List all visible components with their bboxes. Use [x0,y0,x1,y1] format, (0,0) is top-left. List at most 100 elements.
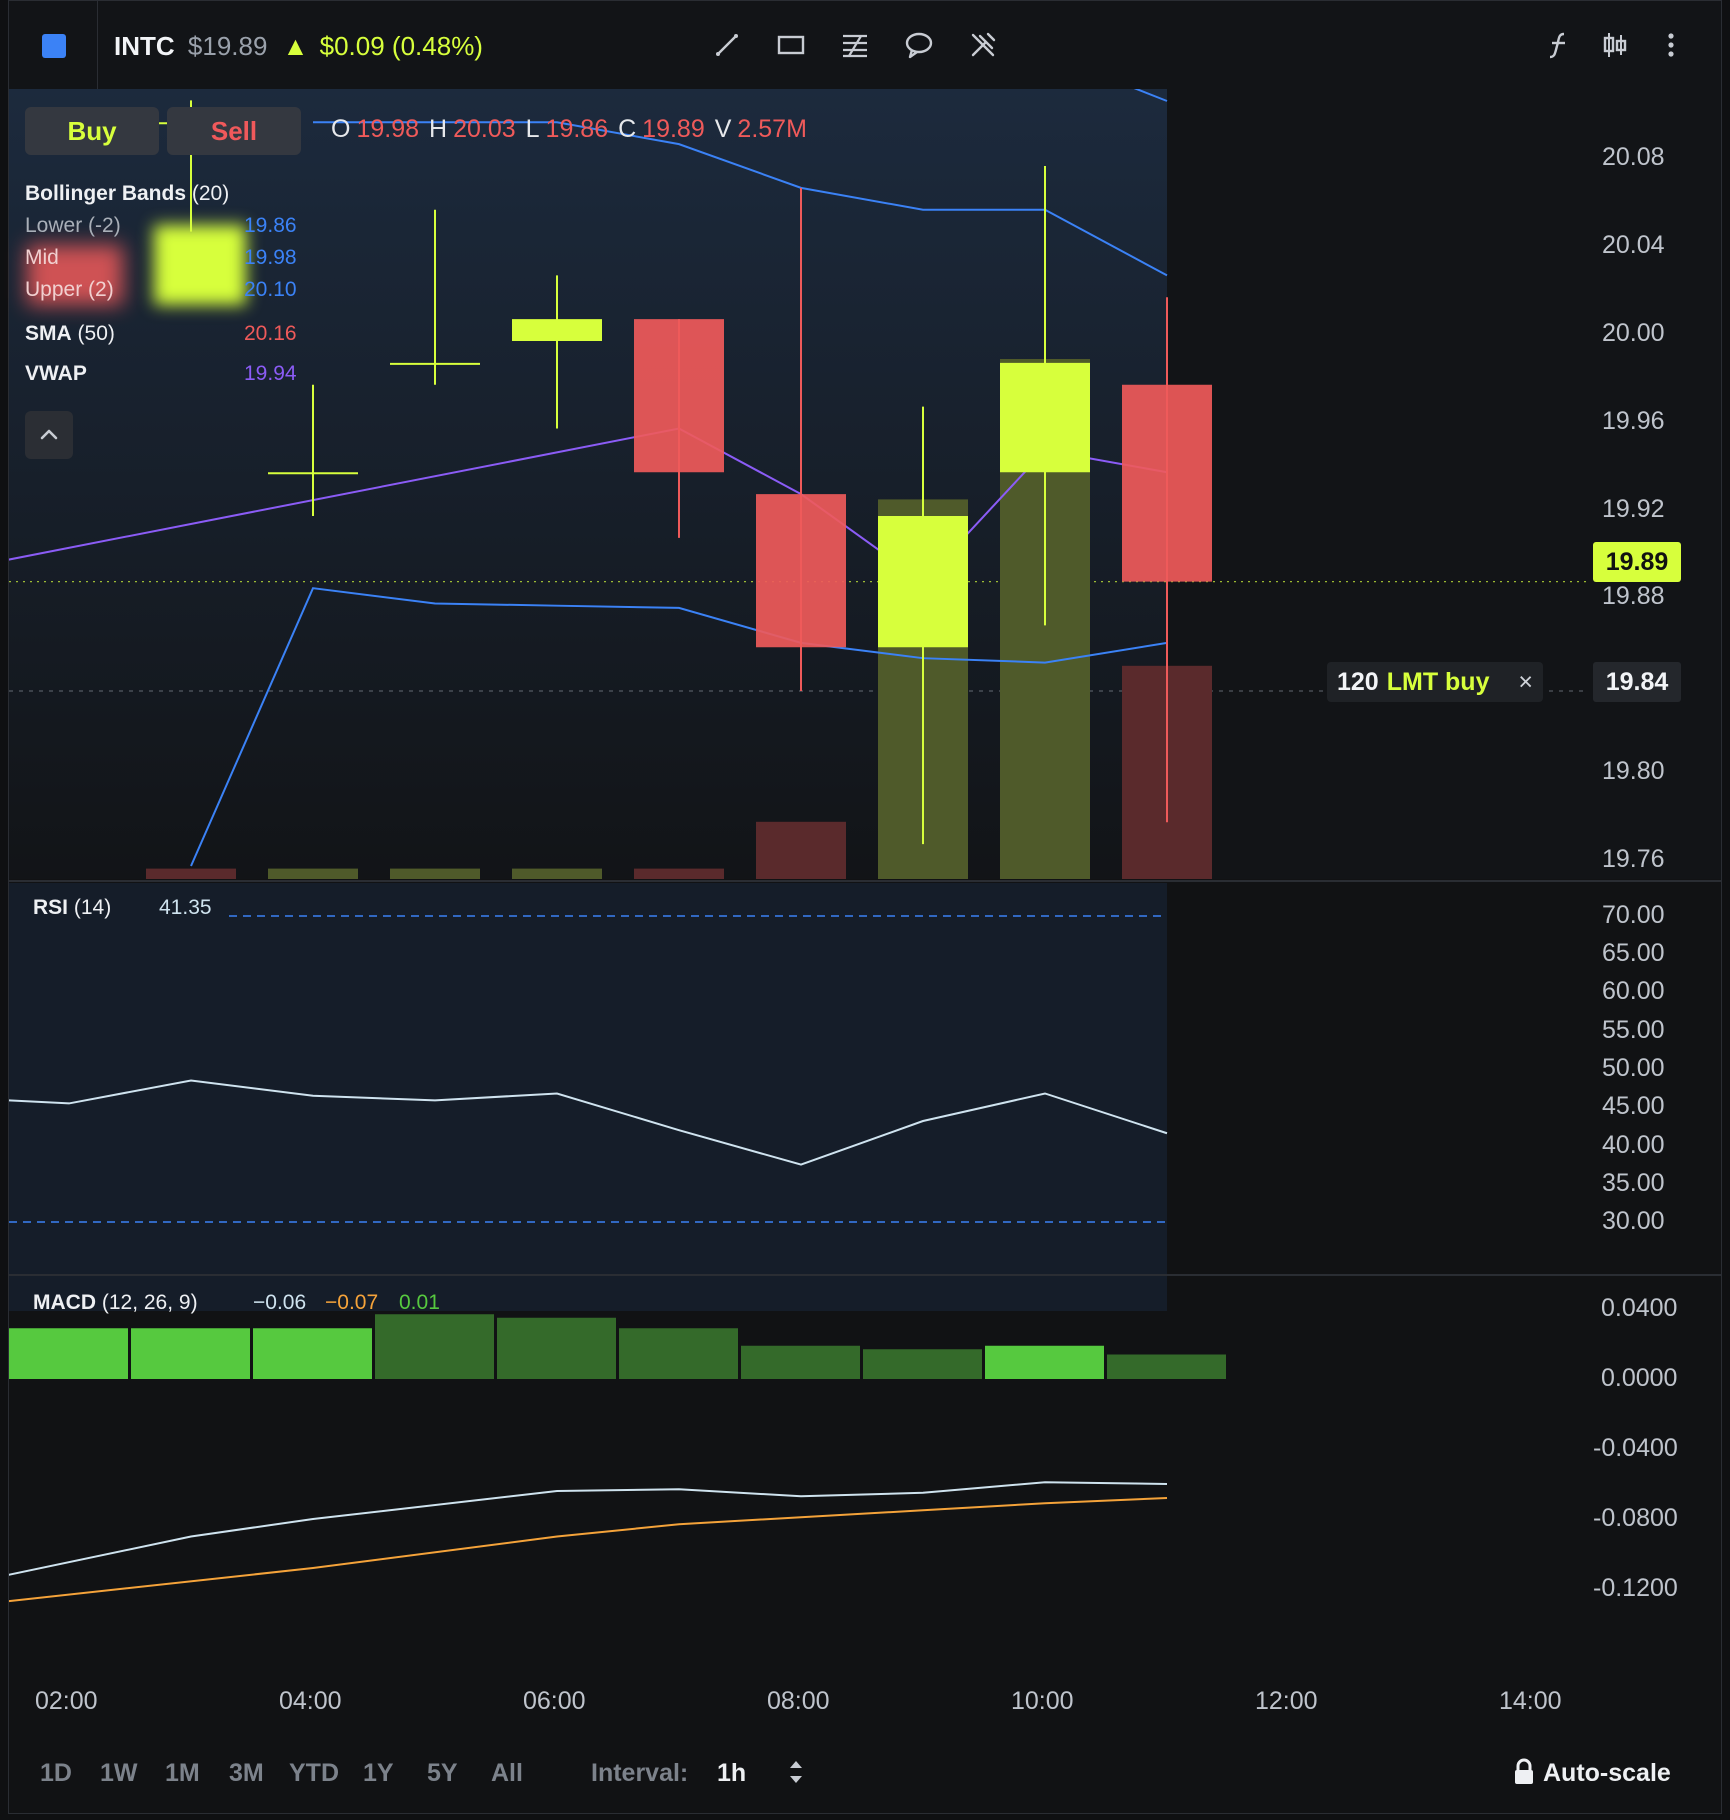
ohlc-close-label: C [618,115,637,143]
macd-tick: -0.1200 [1593,1574,1678,1602]
price-tick: 19.88 [1602,582,1665,610]
auto-scale-toggle[interactable]: Auto-scale [1543,1759,1671,1787]
interval-select[interactable]: 1h [717,1759,747,1787]
legend-vwap[interactable]: VWAP [25,362,87,386]
volume-bar [146,868,236,879]
range-1y-button[interactable]: 1Y [363,1759,394,1787]
candle-body[interactable] [878,516,968,648]
bottom-toolbar: 1D 1W 1M 3M YTD 1Y 5Y All Interval: 1h A… [9,1739,1721,1813]
comment-tool-icon[interactable] [901,27,937,63]
legend-color-blur-green [154,225,246,305]
rsi-tick: 40.00 [1602,1131,1665,1159]
legend-lower-label: Lower (-2) [25,214,121,237]
rsi-tick: 70.00 [1602,901,1665,929]
symbol-change: $0.09 (0.48%) [319,31,483,61]
macd-histogram-bar [985,1345,1104,1379]
range-1m-button[interactable]: 1M [165,1759,200,1787]
volume-bar [390,868,480,879]
price-pane-bg [1167,89,1721,879]
candle-body[interactable] [1122,384,1212,582]
fib-tool-icon[interactable] [837,27,873,63]
volume-bar [634,868,724,879]
symbol-name[interactable]: INTC [114,31,175,61]
range-3m-button[interactable]: 3M [229,1759,264,1787]
candle-body[interactable] [512,319,602,341]
sell-button[interactable]: Sell [167,107,301,155]
macd-histogram-bar [131,1328,250,1379]
rsi-name: RSI [33,896,69,919]
macd-histogram-bar [863,1349,982,1379]
price-tick: 19.76 [1602,845,1665,873]
ohlc-close: 19.89 [642,115,705,143]
function-icon[interactable] [1541,27,1577,63]
macd-tick: 0.0400 [1601,1294,1678,1322]
bollinger-upper-line [313,121,1168,277]
rsi-tick: 65.00 [1602,939,1665,967]
rectangle-tool-icon[interactable] [773,27,809,63]
order-price-badge: 19.84 [1593,662,1681,702]
legend-mid-label: Mid [25,246,59,269]
ohlc-volume: 2.57M [737,115,807,143]
chart-canvas[interactable] [9,89,1721,1739]
symbol-header: INTC $19.89 ▲ $0.09 (0.48%) [114,31,483,62]
time-tick: 06:00 [523,1687,586,1715]
candle-body[interactable] [756,494,846,648]
legend-sma-name: SMA [25,322,72,345]
collapse-legend-button[interactable] [25,411,73,459]
price-tick: 19.92 [1602,495,1665,523]
range-1d-button[interactable]: 1D [40,1759,72,1787]
legend-upper-value: 20.10 [244,278,297,301]
macd-histogram-bar [497,1317,616,1379]
ohlc-low: 19.86 [545,115,609,143]
symbol-color-swatch[interactable] [42,34,66,58]
volume-bar [512,868,602,879]
top-toolbar: INTC $19.89 ▲ $0.09 (0.48%) [9,1,1721,90]
rsi-line [9,1079,1168,1166]
legend-sma[interactable]: SMA (50) [25,322,115,346]
interval-stepper-icon[interactable] [785,1755,807,1789]
macd-histogram-bar [1107,1354,1226,1379]
rsi-tick: 30.00 [1602,1207,1665,1235]
legend-sma-value: 20.16 [244,322,297,345]
order-type: LMT buy [1386,668,1490,696]
candle-body[interactable] [390,362,480,365]
range-1w-button[interactable]: 1W [100,1759,138,1787]
bollinger-lower-line [190,587,1168,867]
macd-histogram-bar [619,1328,738,1379]
volume-bar [756,821,846,879]
legend-bollinger[interactable]: Bollinger Bands (20) [25,182,229,206]
order-quantity: 120 [1337,668,1379,696]
change-arrow: ▲ [282,31,309,61]
buy-button[interactable]: Buy [25,107,159,155]
cancel-order-icon[interactable]: × [1518,668,1533,696]
more-vertical-icon[interactable] [1653,27,1689,63]
range-ytd-button[interactable]: YTD [289,1759,339,1787]
candle-body[interactable] [268,472,358,475]
candle-body[interactable] [1000,362,1090,473]
rsi-tick: 55.00 [1602,1016,1665,1044]
macd-hist-value: 0.01 [399,1291,440,1314]
legend-bollinger-name: Bollinger Bands [25,182,187,205]
macd-value: −0.06 [253,1291,307,1314]
clear-drawings-icon[interactable] [965,27,1001,63]
order-tag[interactable]: 120 LMT buy × [1327,662,1543,702]
range-all-button[interactable]: All [491,1759,523,1787]
toolbar-divider [97,1,98,89]
macd-title[interactable]: MACD (12, 26, 9) [33,1291,198,1315]
rsi-title[interactable]: RSI (14) [33,896,111,920]
candle-type-icon[interactable] [1597,27,1633,63]
symbol-price: $19.89 [187,31,268,61]
time-tick: 14:00 [1499,1687,1562,1715]
candle-body[interactable] [634,319,724,473]
rsi-tick: 60.00 [1602,977,1665,1005]
macd-signal-line [9,1497,1168,1603]
ohlc-readout: O 19.98 H 20.03 L 19.86 C 19.89 V 2.57M [331,115,817,144]
ohlc-open: 19.98 [356,115,420,143]
line-tool-icon[interactable] [709,27,745,63]
range-5y-button[interactable]: 5Y [427,1759,458,1787]
macd-histogram-bar [375,1314,494,1379]
ohlc-open-label: O [331,115,351,143]
rsi-tick: 45.00 [1602,1092,1665,1120]
macd-signal-value: −0.07 [325,1291,379,1314]
